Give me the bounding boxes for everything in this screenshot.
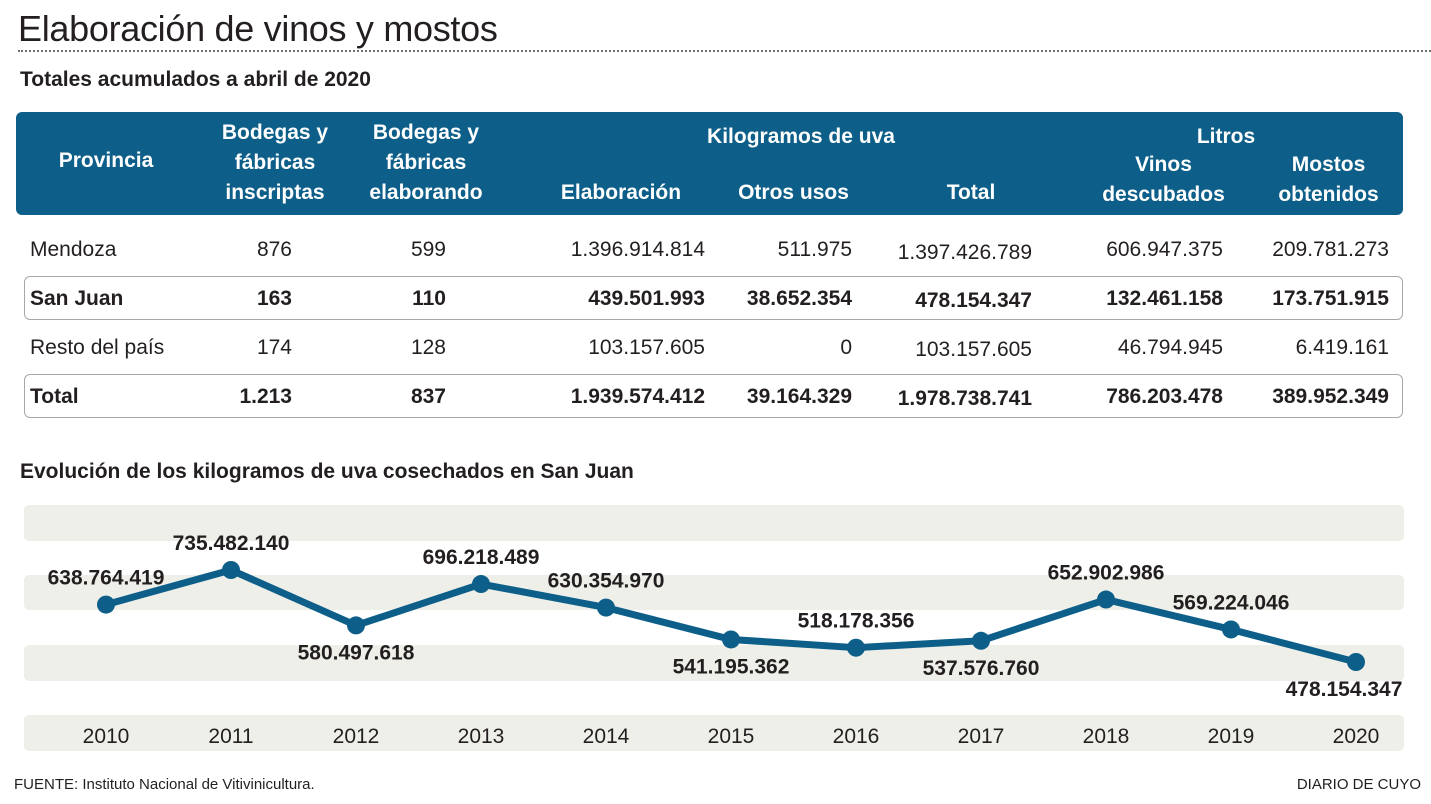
header-provincia: Provincia — [58, 149, 154, 172]
header-total: Total — [946, 181, 996, 204]
table-row-resto-del-pais: Resto del país 174 128 103.157.605 0 103… — [24, 326, 1403, 370]
header-vinos-descubados: Vinos descubados — [1102, 153, 1225, 206]
x-tick-label: 2020 — [1333, 725, 1380, 748]
cell-provincia: Resto del país — [30, 336, 165, 359]
header-elaboracion: Elaboración — [560, 181, 682, 204]
cell-elaboracion: 1.939.574.412 — [570, 385, 705, 408]
header-litros-group: Litros — [1196, 125, 1256, 148]
x-tick-label: 2019 — [1208, 725, 1255, 748]
cell-vinos: 46.794.945 — [1117, 336, 1223, 359]
chart-title: Evolución de los kilogramos de uva cosec… — [20, 460, 634, 483]
x-tick-label: 2012 — [333, 725, 380, 748]
cell-inscriptas: 876 — [256, 238, 292, 261]
header-otros-usos: Otros usos — [738, 181, 849, 204]
x-tick-label: 2017 — [958, 725, 1005, 748]
data-label: 735.482.140 — [173, 532, 290, 555]
grid-band — [24, 575, 1404, 610]
cell-elaboracion: 439.501.993 — [588, 287, 705, 310]
cell-otros-usos: 38.652.354 — [746, 287, 852, 310]
data-label: 630.354.970 — [548, 570, 665, 593]
data-point — [1347, 653, 1365, 671]
cell-total: 103.157.605 — [915, 338, 1032, 361]
data-point — [222, 561, 240, 579]
cell-elaborando: 110 — [412, 287, 446, 310]
cell-mostos: 209.781.273 — [1272, 238, 1389, 261]
table-row-total: Total 1.213 837 1.939.574.412 39.164.329… — [24, 374, 1403, 418]
table-row-san-juan: San Juan 163 110 439.501.993 38.652.354 … — [24, 276, 1403, 320]
data-point — [972, 631, 990, 650]
title-divider — [18, 50, 1431, 52]
header-kilogramos-group: Kilogramos de uva — [707, 125, 895, 148]
x-tick-label: 2013 — [458, 725, 505, 748]
data-point — [722, 630, 740, 649]
cell-provincia: Mendoza — [30, 238, 117, 261]
x-tick-label: 2015 — [708, 725, 755, 748]
x-tick-label: 2016 — [833, 725, 880, 748]
header-mostos-obtenidos: Mostos obtenidos — [1278, 153, 1379, 206]
cell-mostos: 173.751.915 — [1272, 287, 1389, 310]
data-point — [347, 616, 365, 635]
data-point — [1222, 620, 1240, 639]
table-header: Provincia Bodegas y fábricas inscriptas … — [16, 112, 1403, 215]
cell-provincia: San Juan — [30, 287, 124, 310]
x-tick-label: 2011 — [208, 725, 253, 748]
data-point — [472, 575, 490, 594]
data-point — [97, 595, 115, 614]
data-label: 580.497.618 — [298, 641, 415, 664]
table-row-mendoza: Mendoza 876 599 1.396.914.814 511.975 1.… — [24, 228, 1403, 272]
cell-elaboracion: 103.157.605 — [588, 336, 705, 359]
data-point — [597, 598, 615, 617]
cell-vinos: 606.947.375 — [1106, 238, 1223, 261]
cell-elaborando: 128 — [410, 336, 446, 359]
table-title: Totales acumulados a abril de 2020 — [20, 68, 371, 91]
cell-total: 1.397.426.789 — [897, 241, 1032, 264]
data-label: 541.195.362 — [673, 655, 790, 678]
cell-vinos: 132.461.158 — [1106, 287, 1223, 310]
source-note: FUENTE: Instituto Nacional de Vitivinicu… — [14, 776, 315, 793]
data-label: 638.764.419 — [48, 567, 165, 590]
header-bodegas-elaborando: Bodegas y fábricas elaborando — [369, 121, 483, 204]
data-label: 652.902.986 — [1048, 562, 1165, 585]
data-label: 518.178.356 — [798, 610, 915, 633]
brand-name: DIARIO DE CUYO — [1296, 776, 1421, 793]
x-tick-label: 2014 — [583, 725, 630, 748]
cell-inscriptas: 163 — [256, 287, 292, 310]
x-tick-label: 2010 — [83, 725, 130, 748]
data-point — [847, 638, 865, 657]
data-label: 478.154.347 — [1286, 678, 1403, 701]
header-bodegas-inscriptas: Bodegas y fábricas inscriptas — [221, 121, 329, 204]
x-axis-band — [24, 715, 1404, 751]
page-title: Elaboración de vinos y mostos — [18, 8, 498, 49]
cell-elaborando: 837 — [410, 385, 446, 408]
data-point — [1097, 590, 1115, 609]
data-label: 569.224.046 — [1173, 591, 1290, 614]
cell-total: 1.978.738.741 — [897, 387, 1032, 410]
data-label: 696.218.489 — [423, 546, 540, 569]
cell-mostos: 6.419.161 — [1295, 336, 1389, 359]
data-label: 537.576.760 — [923, 657, 1040, 680]
x-tick-label: 2018 — [1083, 725, 1130, 748]
cell-vinos: 786.203.478 — [1106, 385, 1223, 408]
cell-inscriptas: 1.213 — [239, 385, 292, 408]
cell-otros-usos: 39.164.329 — [746, 385, 852, 408]
cell-otros-usos: 0 — [840, 336, 852, 359]
cell-mostos: 389.952.349 — [1272, 385, 1389, 408]
cell-total: 478.154.347 — [915, 289, 1032, 312]
cell-elaborando: 599 — [410, 238, 446, 261]
grid-band — [24, 505, 1404, 541]
grid-band — [24, 645, 1404, 681]
cell-provincia: Total — [30, 385, 79, 408]
cell-elaboracion: 1.396.914.814 — [570, 238, 705, 261]
cell-otros-usos: 511.975 — [777, 238, 852, 261]
cell-inscriptas: 174 — [256, 336, 292, 359]
